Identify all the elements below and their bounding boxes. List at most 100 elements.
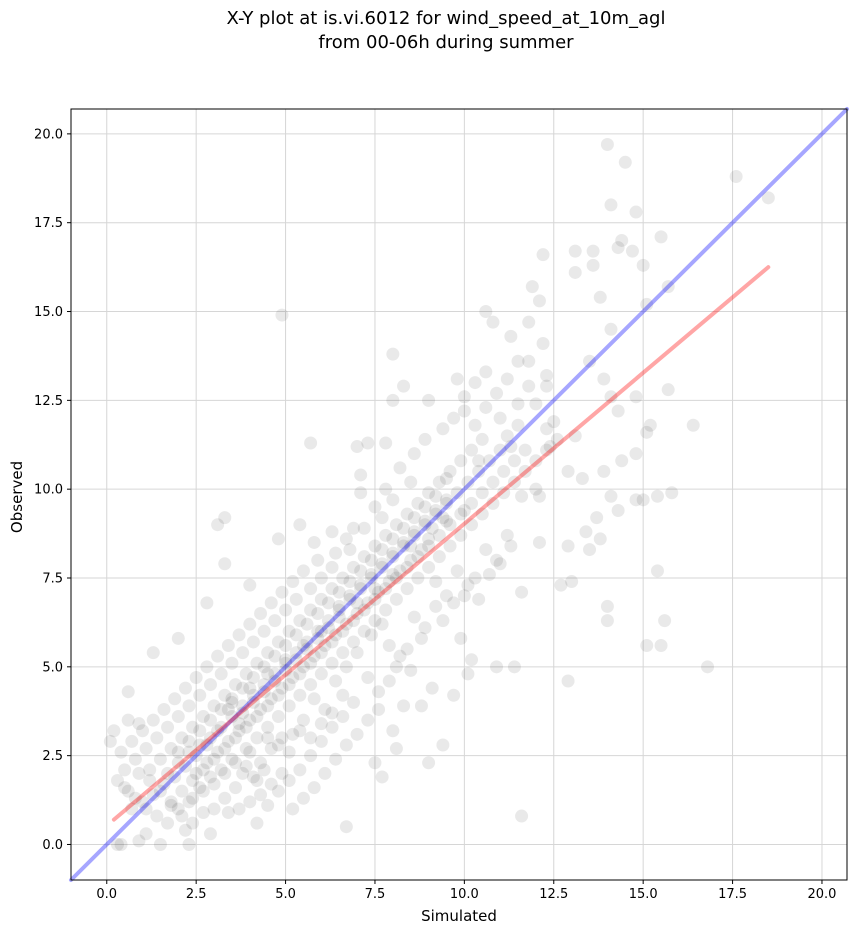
data-point xyxy=(504,539,518,553)
data-point xyxy=(282,774,296,788)
data-point xyxy=(565,575,579,589)
data-point xyxy=(500,372,514,386)
data-point xyxy=(389,518,403,532)
data-point xyxy=(640,639,654,653)
data-point xyxy=(296,564,310,578)
data-point xyxy=(175,784,189,798)
data-point xyxy=(236,681,250,695)
data-point xyxy=(629,493,643,507)
y-tick-label: 15.0 xyxy=(34,305,63,320)
data-point xyxy=(132,766,146,780)
data-point xyxy=(386,532,400,546)
data-point xyxy=(511,397,525,411)
data-point xyxy=(375,770,389,784)
data-point xyxy=(397,699,411,713)
data-point xyxy=(186,816,200,830)
data-point xyxy=(347,635,361,649)
x-axis-ticks: 0.0 2.5 5.0 7.5 10.0 12.5 15.0 17.5 20.0 xyxy=(96,880,836,902)
data-point xyxy=(232,628,246,642)
y-tick-label: 0.0 xyxy=(42,838,63,853)
data-point xyxy=(472,592,486,606)
data-point xyxy=(493,557,507,571)
data-point xyxy=(586,244,600,258)
data-point xyxy=(454,507,468,521)
data-point xyxy=(150,809,164,823)
data-point xyxy=(264,777,278,791)
data-point xyxy=(236,766,250,780)
data-point xyxy=(386,550,400,564)
data-point xyxy=(522,379,536,393)
data-point xyxy=(236,646,250,660)
data-point xyxy=(125,734,139,748)
data-point xyxy=(414,699,428,713)
data-point xyxy=(325,720,339,734)
data-point xyxy=(228,731,242,745)
data-point xyxy=(583,354,597,368)
data-point xyxy=(207,752,221,766)
data-point xyxy=(182,795,196,809)
data-point xyxy=(293,667,307,681)
data-point xyxy=(175,809,189,823)
data-point xyxy=(611,503,625,517)
data-point xyxy=(561,464,575,478)
data-point xyxy=(368,582,382,596)
data-point xyxy=(271,738,285,752)
data-point xyxy=(761,191,775,205)
data-point xyxy=(171,745,185,759)
data-point xyxy=(279,653,293,667)
data-point xyxy=(289,646,303,660)
data-point xyxy=(604,198,618,212)
data-point xyxy=(372,685,386,699)
data-point xyxy=(568,265,582,279)
data-point xyxy=(439,514,453,528)
data-point xyxy=(429,575,443,589)
y-tick-label: 20.0 xyxy=(34,127,63,142)
data-point xyxy=(207,699,221,713)
data-point xyxy=(264,692,278,706)
data-point xyxy=(422,560,436,574)
data-point xyxy=(336,710,350,724)
data-point xyxy=(364,628,378,642)
data-point xyxy=(343,543,357,557)
data-point xyxy=(246,695,260,709)
data-point xyxy=(404,663,418,677)
data-point xyxy=(329,546,343,560)
data-point xyxy=(454,454,468,468)
data-point xyxy=(193,724,207,738)
data-point xyxy=(332,603,346,617)
data-point xyxy=(636,493,650,507)
data-point xyxy=(422,539,436,553)
data-point xyxy=(143,763,157,777)
data-point xyxy=(196,763,210,777)
data-point xyxy=(107,724,121,738)
data-point xyxy=(397,521,411,535)
data-point xyxy=(271,532,285,546)
data-point xyxy=(368,592,382,606)
data-point xyxy=(239,667,253,681)
data-point xyxy=(118,763,132,777)
data-point xyxy=(239,742,253,756)
data-point xyxy=(457,503,471,517)
data-point xyxy=(182,745,196,759)
data-point xyxy=(275,308,289,322)
data-point xyxy=(511,354,525,368)
data-point xyxy=(146,788,160,802)
data-point xyxy=(261,667,275,681)
data-point xyxy=(304,436,318,450)
data-point xyxy=(203,827,217,841)
data-point xyxy=(515,809,529,823)
data-point xyxy=(447,411,461,425)
data-point xyxy=(654,230,668,244)
data-point xyxy=(286,575,300,589)
data-point xyxy=(636,258,650,272)
data-point xyxy=(597,464,611,478)
data-point xyxy=(439,496,453,510)
data-point xyxy=(300,635,314,649)
data-point xyxy=(246,635,260,649)
data-point xyxy=(332,610,346,624)
data-point xyxy=(411,571,425,585)
data-point xyxy=(214,667,228,681)
data-point xyxy=(429,507,443,521)
data-point xyxy=(497,486,511,500)
